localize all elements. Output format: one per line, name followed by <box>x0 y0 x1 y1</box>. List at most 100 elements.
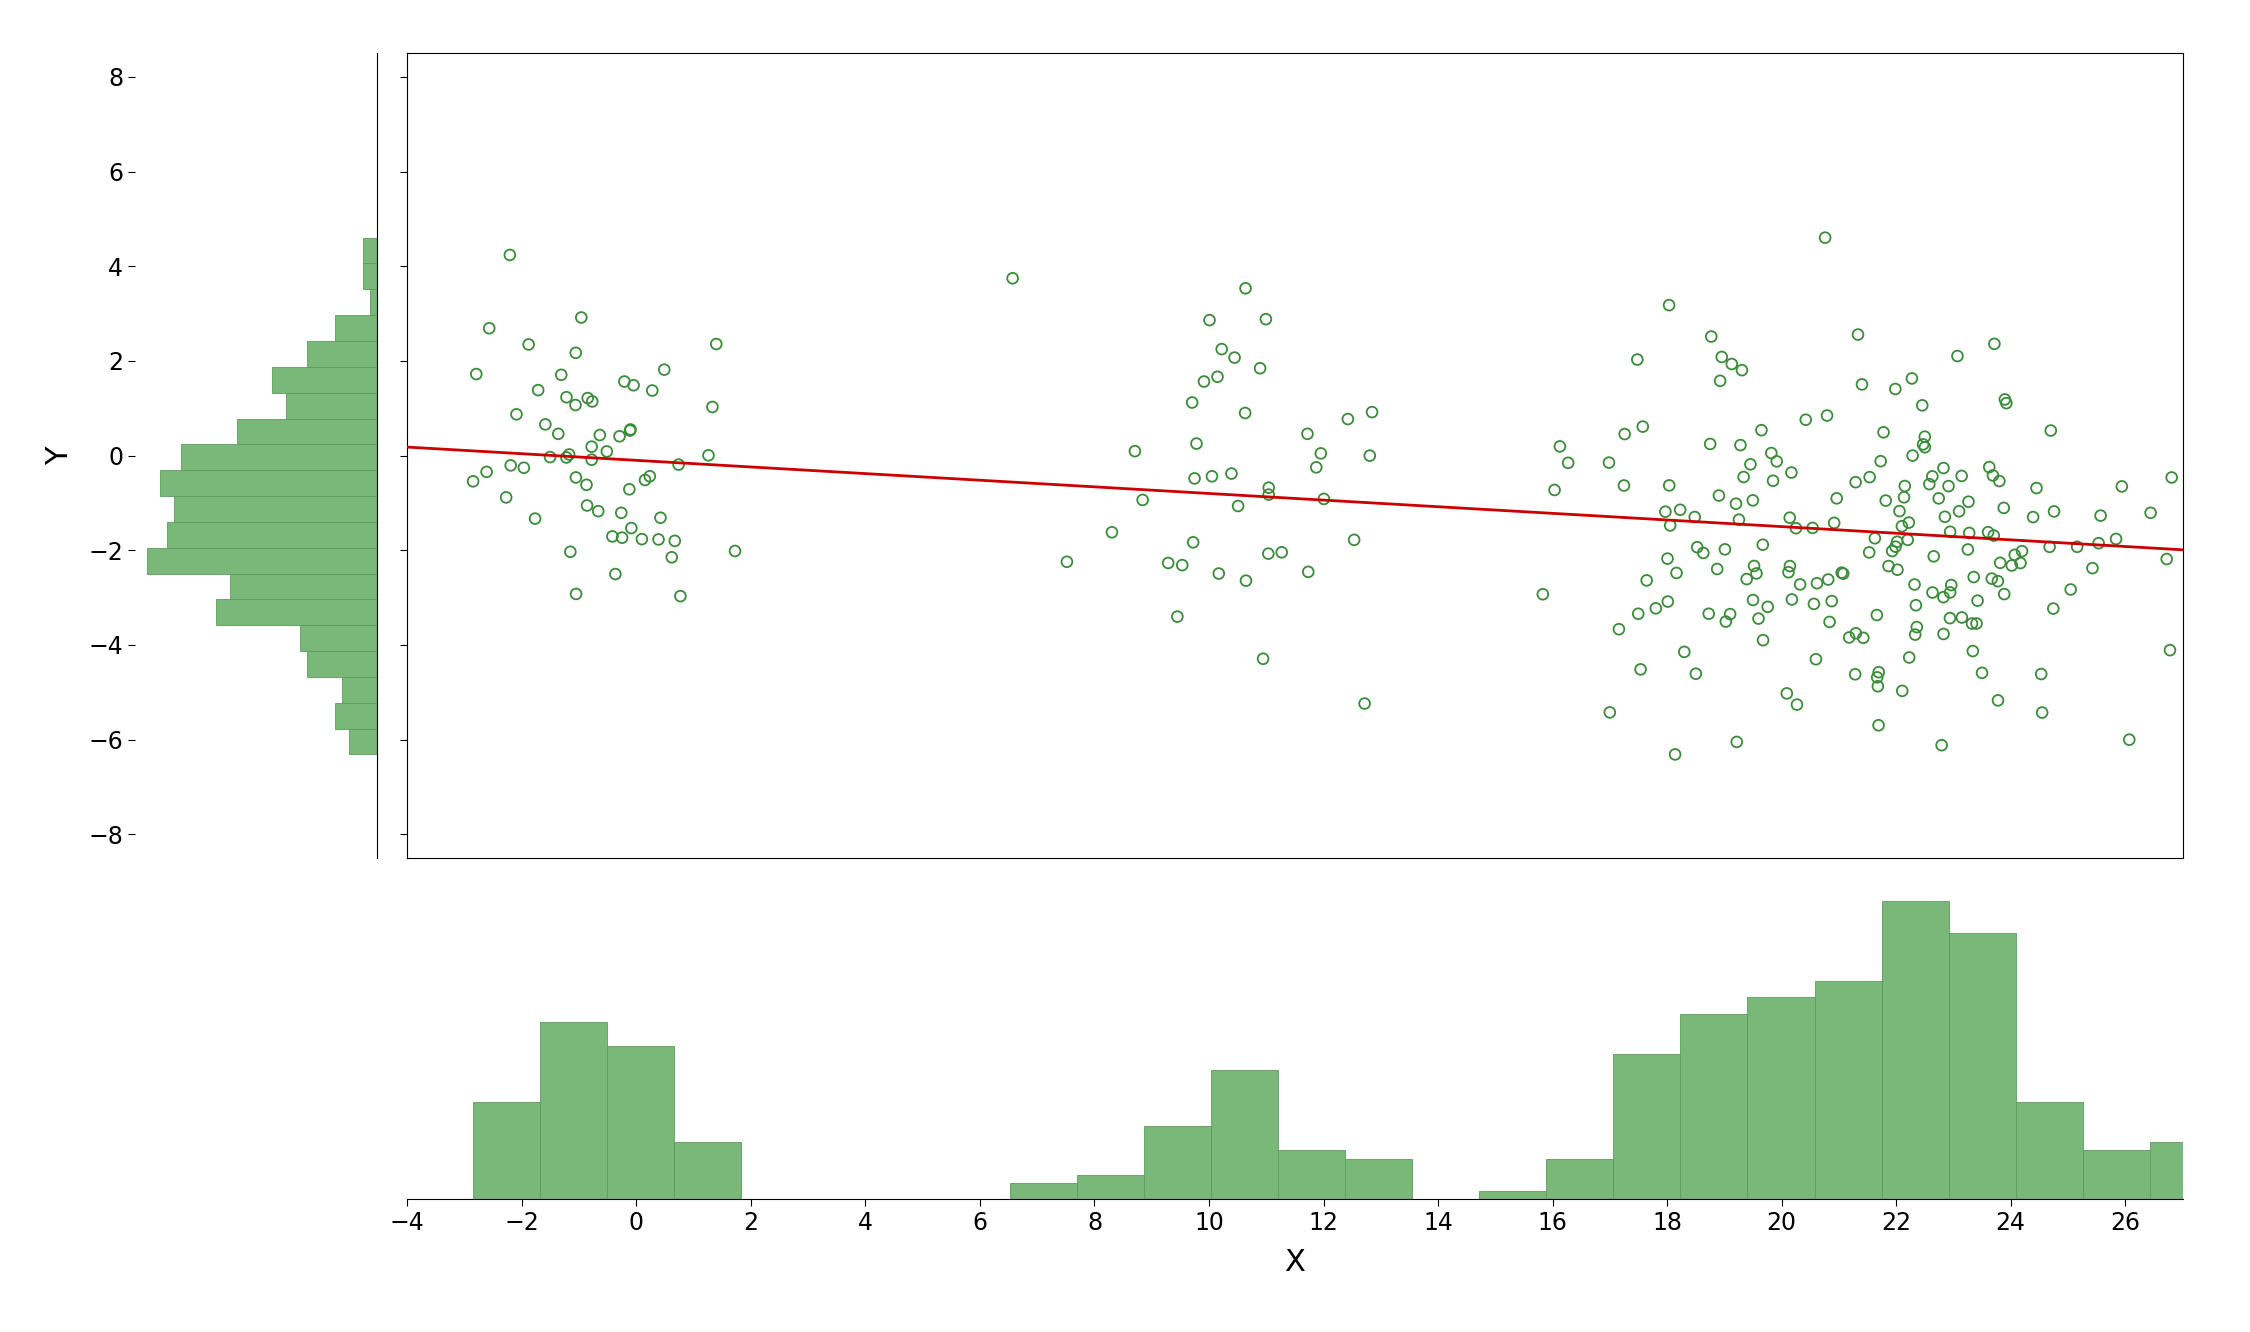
Bar <box>1613 1054 1681 1199</box>
Point <box>1838 622 1874 643</box>
Point <box>1886 486 1922 507</box>
Point <box>1174 392 1210 413</box>
Point <box>1814 590 1849 611</box>
Point <box>1807 226 1843 248</box>
Point <box>1629 570 1665 591</box>
Point <box>628 469 664 490</box>
Point <box>1708 611 1744 633</box>
Point <box>1192 309 1228 330</box>
Point <box>1174 531 1210 553</box>
Point <box>612 478 648 500</box>
Point <box>1899 617 1935 638</box>
Point <box>1951 522 1987 543</box>
Point <box>1856 527 1892 549</box>
Point <box>1944 607 1980 629</box>
Bar <box>369 289 378 316</box>
Point <box>1690 603 1726 625</box>
Point <box>574 390 610 412</box>
Point <box>1755 470 1791 492</box>
Point <box>1742 607 1778 629</box>
Point <box>590 441 626 462</box>
Point <box>1624 416 1660 437</box>
Point <box>1996 545 2032 566</box>
Bar <box>2151 1143 2216 1199</box>
Point <box>1926 457 1962 478</box>
Point <box>1811 611 1847 633</box>
Point <box>493 454 529 476</box>
Bar <box>176 496 378 522</box>
Bar <box>146 547 378 574</box>
Bar <box>1681 1014 1748 1199</box>
Point <box>520 380 556 401</box>
Point <box>1708 538 1744 559</box>
Point <box>1960 590 1996 611</box>
Point <box>1550 452 1586 473</box>
Point <box>1861 662 1897 683</box>
Bar <box>308 651 378 677</box>
Point <box>1177 468 1213 489</box>
Point <box>526 414 562 436</box>
Point <box>646 360 682 381</box>
Point <box>1845 374 1881 396</box>
Point <box>1652 474 1688 496</box>
Point <box>511 334 547 356</box>
Bar <box>1748 998 1814 1199</box>
Point <box>1728 569 1764 590</box>
Point <box>1942 501 1978 522</box>
Point <box>1876 535 1912 557</box>
Point <box>1606 476 1642 497</box>
Point <box>1330 409 1366 430</box>
Point <box>1926 586 1962 607</box>
Bar <box>229 574 378 599</box>
Bar <box>2016 1102 2084 1199</box>
Point <box>594 526 630 547</box>
Point <box>2023 663 2059 685</box>
Point <box>1976 465 2012 486</box>
Bar <box>1010 1183 1078 1199</box>
Point <box>1890 511 1926 533</box>
Point <box>2032 420 2068 441</box>
Point <box>1863 450 1899 472</box>
Point <box>1838 663 1874 685</box>
Point <box>2081 533 2117 554</box>
Point <box>1289 561 1325 582</box>
Point <box>1940 345 1976 366</box>
Point <box>1703 370 1739 392</box>
Point <box>1831 627 1867 649</box>
Point <box>549 386 585 408</box>
Point <box>1798 649 1834 670</box>
Bar <box>299 625 378 651</box>
Point <box>1620 603 1656 625</box>
Point <box>2084 505 2120 526</box>
Point <box>2016 506 2052 527</box>
Point <box>1809 405 1845 426</box>
Point <box>1933 521 1969 542</box>
Point <box>1199 366 1235 388</box>
Bar <box>272 366 378 393</box>
Point <box>569 388 605 409</box>
Point <box>549 446 585 468</box>
Point <box>1732 454 1768 476</box>
Bar <box>540 1022 608 1199</box>
Point <box>1242 357 1278 378</box>
Point <box>1976 525 2012 546</box>
Point <box>1354 401 1390 422</box>
Point <box>1676 506 1712 527</box>
Point <box>1951 492 1987 513</box>
Point <box>641 529 677 550</box>
Bar <box>1948 932 2016 1199</box>
Point <box>1987 583 2023 605</box>
Point <box>493 244 529 265</box>
Point <box>1955 641 1991 662</box>
Point <box>1845 627 1881 649</box>
Bar <box>2084 1151 2151 1199</box>
Point <box>1298 457 1334 478</box>
Point <box>2032 537 2068 558</box>
Point <box>994 268 1030 289</box>
Point <box>1719 731 1755 753</box>
Point <box>1760 450 1796 472</box>
Point <box>1622 659 1658 681</box>
Point <box>596 563 632 585</box>
Point <box>2059 537 2095 558</box>
Point <box>1228 277 1264 298</box>
